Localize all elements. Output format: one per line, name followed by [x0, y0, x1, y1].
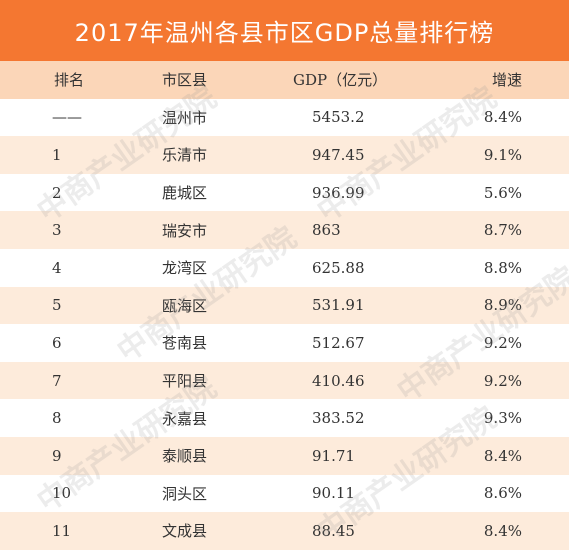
- header-growth: 增速: [424, 61, 569, 99]
- cell-rank: 9: [0, 436, 112, 475]
- cell-city: 永嘉县: [112, 399, 249, 437]
- cell-city: 苍南县: [112, 324, 249, 362]
- cell-growth: 9.3%: [424, 399, 569, 437]
- cell-city: 温州市: [112, 98, 249, 137]
- cell-city: 鹿城区: [112, 173, 249, 212]
- cell-gdp: 512.67: [249, 324, 424, 362]
- cell-rank: 8: [0, 399, 112, 437]
- table-header-row: 排名 市区县 GDP（亿元） 增速: [0, 61, 569, 99]
- cell-rank: 4: [0, 248, 112, 287]
- table-row: 11 文成县 88.45 8.4%: [0, 512, 569, 550]
- cell-city: 瑞安市: [112, 211, 249, 249]
- cell-gdp: 625.88: [249, 248, 424, 287]
- cell-rank: 1: [0, 136, 112, 174]
- cell-growth: 9.2%: [424, 324, 569, 362]
- table-row: 1 乐清市 947.45 9.1%: [0, 136, 569, 174]
- cell-rank: 6: [0, 324, 112, 362]
- cell-city: 洞头区: [112, 474, 249, 513]
- cell-gdp: 5453.2: [249, 98, 424, 137]
- table-row: 3 瑞安市 863 8.7%: [0, 211, 569, 249]
- header-gdp: GDP（亿元）: [249, 61, 424, 99]
- cell-growth: 8.8%: [424, 248, 569, 287]
- cell-rank: 5: [0, 286, 112, 325]
- cell-growth: 8.4%: [424, 436, 569, 475]
- cell-growth: 9.1%: [424, 136, 569, 174]
- cell-growth: 8.4%: [424, 98, 569, 137]
- table-row: 9 泰顺县 91.71 8.4%: [0, 436, 569, 475]
- cell-gdp: 936.99: [249, 173, 424, 212]
- cell-gdp: 947.45: [249, 136, 424, 174]
- table-row: 5 瓯海区 531.91 8.9%: [0, 286, 569, 325]
- cell-gdp: 383.52: [249, 399, 424, 437]
- table-row: 6 苍南县 512.67 9.2%: [0, 324, 569, 362]
- table-row: 2 鹿城区 936.99 5.6%: [0, 173, 569, 212]
- cell-city: 龙湾区: [112, 248, 249, 287]
- cell-city: 瓯海区: [112, 286, 249, 325]
- table-row: 4 龙湾区 625.88 8.8%: [0, 248, 569, 287]
- cell-growth: 9.2%: [424, 361, 569, 400]
- cell-growth: 8.7%: [424, 211, 569, 249]
- cell-gdp: 90.11: [249, 474, 424, 513]
- table-row: 8 永嘉县 383.52 9.3%: [0, 399, 569, 437]
- cell-city: 乐清市: [112, 136, 249, 174]
- table-row: —— 温州市 5453.2 8.4%: [0, 98, 569, 137]
- cell-city: 文成县: [112, 512, 249, 550]
- cell-rank: 3: [0, 211, 112, 249]
- table-row: 10 洞头区 90.11 8.6%: [0, 474, 569, 513]
- cell-growth: 8.9%: [424, 286, 569, 325]
- cell-rank: 10: [0, 474, 112, 513]
- cell-growth: 8.4%: [424, 512, 569, 550]
- cell-gdp: 91.71: [249, 436, 424, 475]
- cell-rank: 7: [0, 361, 112, 400]
- cell-rank: 2: [0, 173, 112, 212]
- cell-gdp: 531.91: [249, 286, 424, 325]
- cell-growth: 8.6%: [424, 474, 569, 513]
- header-rank: 排名: [0, 61, 112, 99]
- page-title: 2017年温州各县市区GDP总量排行榜: [0, 0, 569, 61]
- table-body: —— 温州市 5453.2 8.4% 1 乐清市 947.45 9.1% 2 鹿城区 936.99 5…: [0, 98, 569, 550]
- cell-city: 平阳县: [112, 361, 249, 400]
- ranking-table: 排名 市区县 GDP（亿元） 增速 —— 温州市 5453.2 8.4% 1 乐清市 947…: [0, 61, 569, 550]
- cell-gdp: 863: [249, 211, 424, 249]
- cell-growth: 5.6%: [424, 173, 569, 212]
- header-city: 市区县: [112, 61, 249, 99]
- cell-gdp: 88.45: [249, 512, 424, 550]
- cell-rank: ——: [0, 98, 112, 137]
- cell-gdp: 410.46: [249, 361, 424, 400]
- cell-rank: 11: [0, 512, 112, 550]
- cell-city: 泰顺县: [112, 436, 249, 475]
- table-row: 7 平阳县 410.46 9.2%: [0, 361, 569, 400]
